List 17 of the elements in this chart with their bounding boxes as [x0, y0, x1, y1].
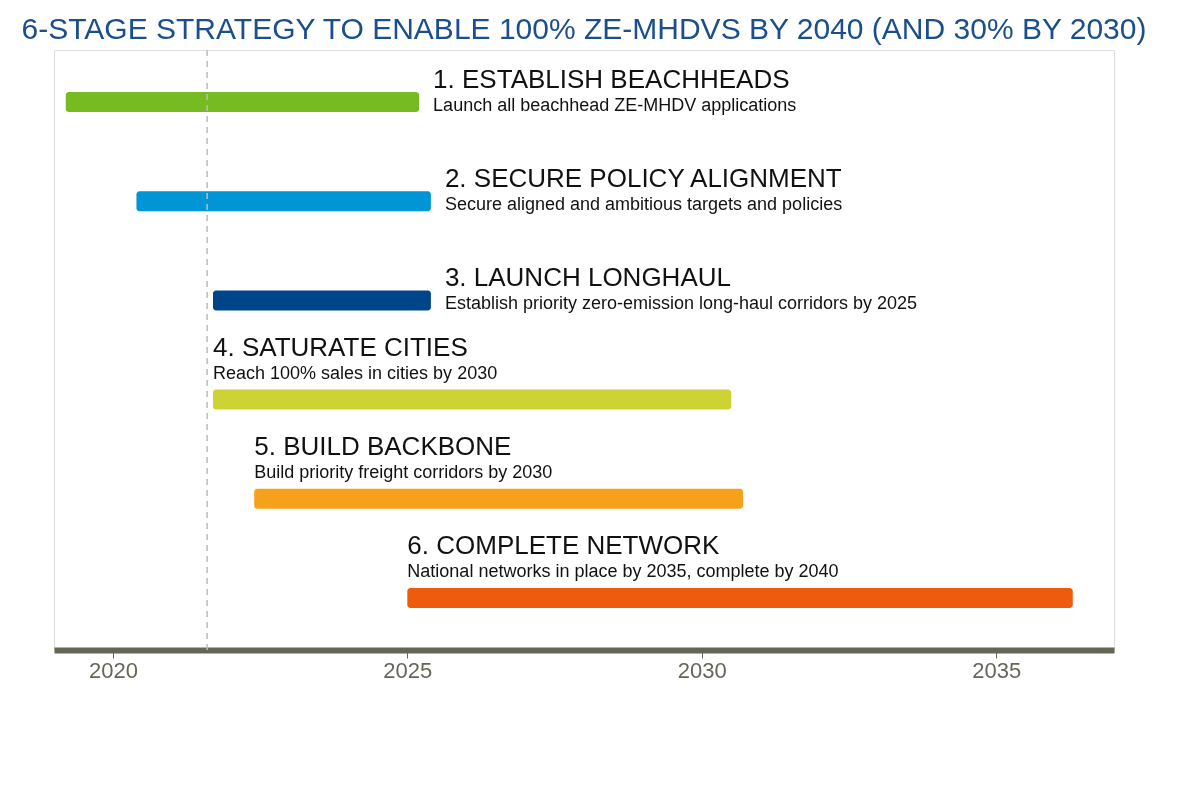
annotation: Launch all beachhead ZE-MHDV applications — [433, 95, 797, 116]
annotation: Establish priority zero-emission long-haul corridors by 2025 — [444, 293, 918, 314]
y-tick-label: 1. ESTABLISH BEACHHEADS — [433, 64, 790, 95]
y-tick-label: 4. SATURATE CITIES — [213, 331, 468, 362]
y-tick-label: 2. SECURE POLICY ALIGNMENT — [444, 163, 842, 194]
y-tick-label: 5. BUILD BACKBONE — [254, 430, 512, 461]
x-tick-label: 2020 — [88, 657, 138, 683]
x-tick-label: 2030 — [677, 657, 727, 683]
annotation: National networks in place by 2035, complete by 2040 — [407, 560, 839, 581]
annotation: Secure aligned and ambitious targets and policies — [444, 194, 843, 215]
y-tick-label: 6. COMPLETE NETWORK — [407, 529, 721, 560]
x-tick-label: 2035 — [972, 657, 1022, 683]
x-tick-label: 2025 — [383, 657, 433, 683]
annotation: Reach 100% sales in cities by 2030 — [213, 362, 498, 383]
chart-title: 6-STAGE STRATEGY TO ENABLE 100% ZE-MHDVS BY 2040 (AND 30% BY 2030) — [21, 12, 1147, 46]
annotation: Build priority freight corridors by 2030 — [254, 461, 553, 482]
y-tick-label: 3. LAUNCH LONGHAUL — [444, 262, 731, 293]
